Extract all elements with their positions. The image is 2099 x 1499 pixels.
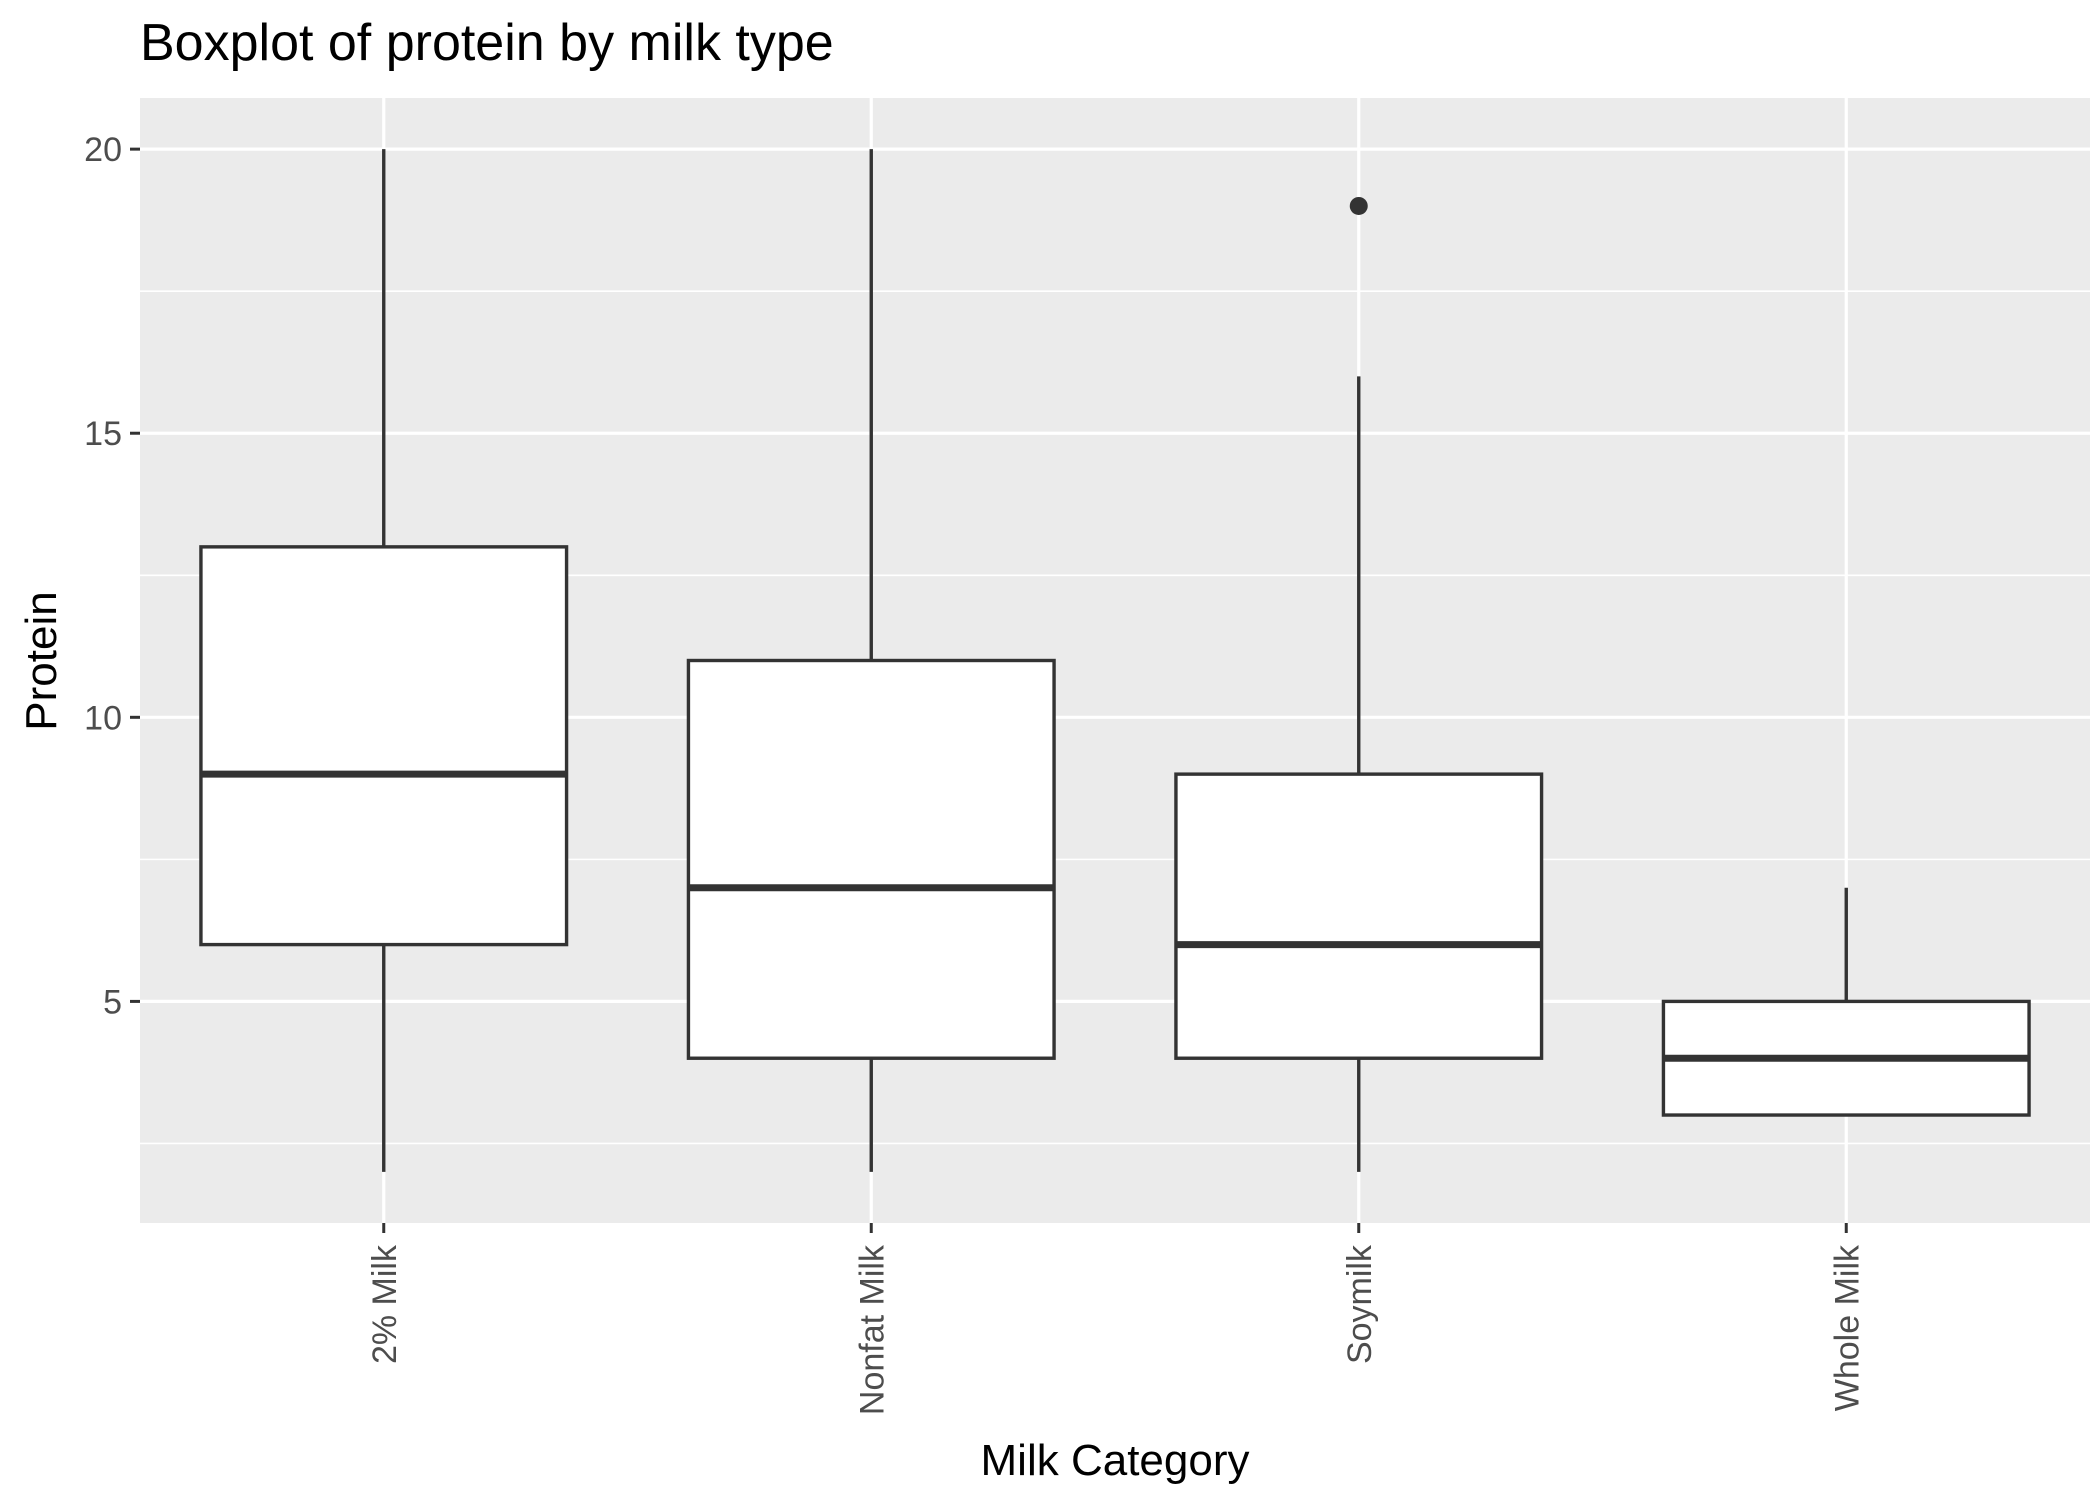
x-tick-label: Soymilk [1341, 1244, 1379, 1364]
y-axis: 5 10 15 20 [84, 131, 140, 1021]
chart-title: Boxplot of protein by milk type [140, 14, 834, 72]
box-group [1661, 887, 2031, 1117]
y-tick-label: 10 [84, 699, 122, 737]
box-series [199, 149, 2031, 1172]
x-tick-label: Whole Milk [1828, 1244, 1866, 1411]
outlier-point [1349, 196, 1368, 215]
x-tick-label: 2% Milk [366, 1244, 404, 1364]
box-group [686, 149, 1056, 1172]
box-iqr [199, 545, 569, 947]
y-tick-label: 20 [84, 131, 122, 169]
y-tick-label: 15 [84, 415, 122, 453]
x-axis-title: Milk Category [981, 1436, 1250, 1485]
box-iqr [1174, 772, 1544, 1060]
y-tick-label: 5 [103, 983, 122, 1021]
box-group [199, 149, 569, 1172]
x-axis: 2% Milk Nonfat Milk Soymilk Whole Milk [366, 1223, 1866, 1415]
box-iqr [686, 658, 1056, 1060]
y-axis-title: Protein [17, 591, 66, 730]
x-tick-label: Nonfat Milk [853, 1244, 891, 1415]
box-group [1174, 196, 1544, 1172]
